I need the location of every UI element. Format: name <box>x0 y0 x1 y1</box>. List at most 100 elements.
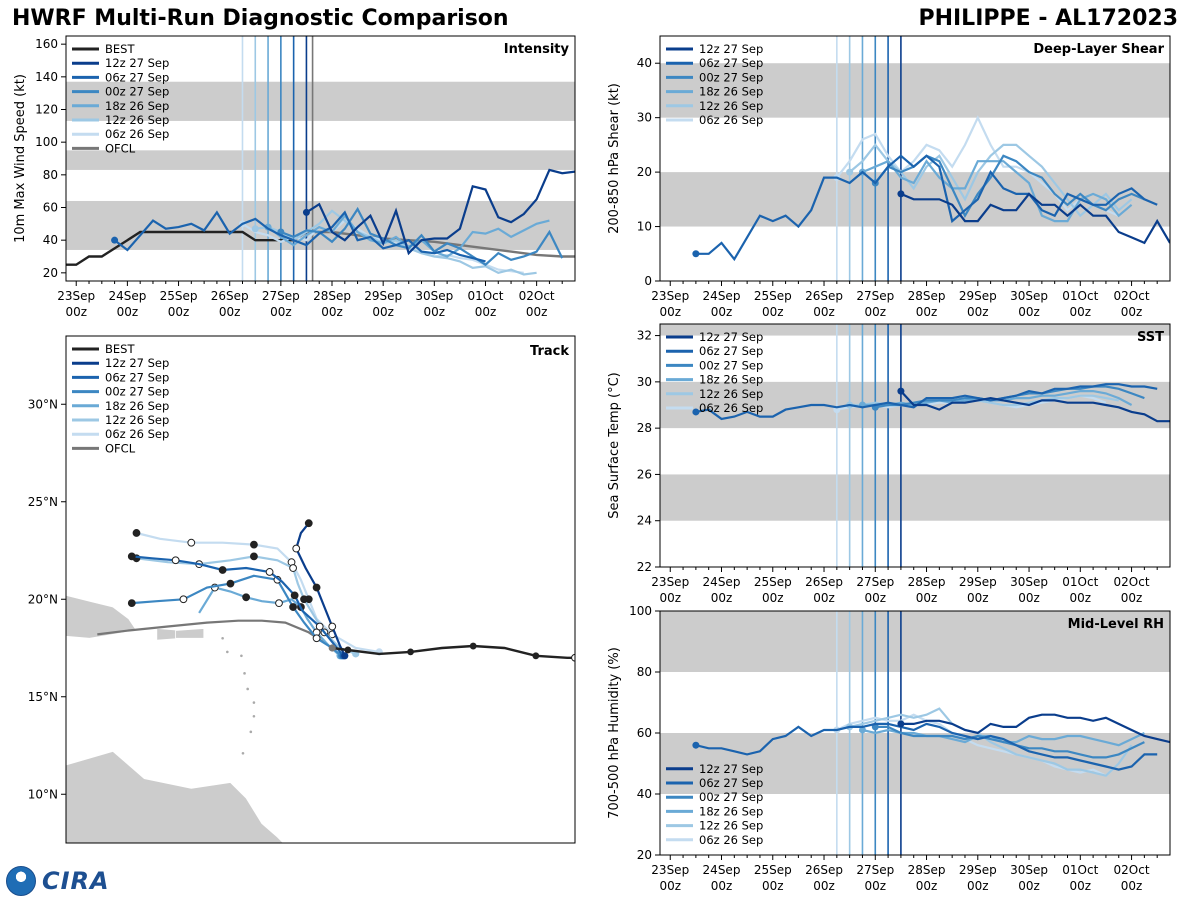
y-tick-label: 140 <box>35 70 58 84</box>
x-tick-label-hour: 00z <box>424 305 446 319</box>
x-tick-label: 30Sep <box>415 289 453 303</box>
lat-tick-label: 25°N <box>28 495 58 509</box>
legend-label: 00z 27 Sep <box>105 385 169 399</box>
legend-label: 06z 26 Sep <box>699 113 763 127</box>
legend-label: 06z 26 Sep <box>105 427 169 441</box>
legend-label: 06z 27 Sep <box>105 370 169 384</box>
x-tick-label-hour: 00z <box>372 305 394 319</box>
track-position-marker <box>218 566 227 574</box>
legend-label: 06z 26 Sep <box>699 401 763 415</box>
x-tick-label: 02Oct <box>1114 575 1150 589</box>
x-tick-label: 26Sep <box>805 575 843 589</box>
best-track-line <box>332 644 575 659</box>
island <box>226 650 229 654</box>
x-tick-label-hour: 00z <box>1070 591 1092 605</box>
x-tick-label-hour: 00z <box>967 305 989 319</box>
legend-label: 00z 27 Sep <box>105 85 169 99</box>
x-tick-label-hour: 00z <box>117 305 139 319</box>
x-tick-label-hour: 00z <box>762 591 784 605</box>
series-line-06z-27-sep <box>695 383 1158 421</box>
series-start-marker <box>302 208 310 216</box>
y-tick-label: 30 <box>637 375 652 389</box>
x-tick-label-hour: 00z <box>916 591 938 605</box>
x-tick-label-hour: 00z <box>321 305 343 319</box>
threshold-band <box>660 611 1170 672</box>
x-tick-label-hour: 00z <box>1070 879 1092 893</box>
x-tick-label: 27Sep <box>856 863 894 877</box>
series-start-marker <box>897 720 905 728</box>
x-tick-label: 26Sep <box>805 289 843 303</box>
legend-label: 18z 26 Sep <box>699 373 763 387</box>
track-position-marker <box>312 583 321 592</box>
y-tick-label: 80 <box>43 168 58 182</box>
series-line-06z-27-sep <box>113 210 486 263</box>
island <box>241 752 245 755</box>
panel-title: Deep-Layer Shear <box>1033 42 1164 57</box>
land-mass <box>175 628 205 639</box>
x-tick-label: 28Sep <box>908 289 946 303</box>
best-track-marker <box>532 652 540 660</box>
title-left: HWRF Multi-Run Diagnostic Comparison <box>12 6 509 31</box>
track-position-marker <box>127 552 136 561</box>
island <box>246 687 249 691</box>
y-tick-label: 100 <box>35 135 58 149</box>
legend-label: 12z 27 Sep <box>105 56 169 70</box>
title-right: PHILIPPE - AL172023 <box>918 6 1178 31</box>
x-tick-label-hour: 00z <box>864 591 886 605</box>
y-tick-label: 80 <box>637 665 652 679</box>
series-start-marker <box>692 741 700 749</box>
y-axis-label: 200-850 hPa Shear (kt) <box>607 83 622 234</box>
track-position-marker <box>171 556 180 565</box>
x-tick-label-hour: 00z <box>916 305 938 319</box>
x-tick-label-hour: 00z <box>711 879 733 893</box>
x-tick-label: 28Sep <box>908 863 946 877</box>
y-tick-label: 24 <box>637 514 652 528</box>
track-position-marker <box>187 538 196 547</box>
track-position-marker <box>127 599 136 608</box>
track-position-marker <box>179 595 188 604</box>
x-tick-label-hour: 00z <box>1121 879 1143 893</box>
panel-title: Mid-Level RH <box>1068 617 1164 632</box>
x-tick-label-hour: 00z <box>916 879 938 893</box>
series-line-06z-26-sep <box>835 115 1120 217</box>
map-content <box>66 519 575 843</box>
series-line-00z-27-sep <box>875 725 1145 759</box>
y-axis-label: Sea Surface Temp (°C) <box>607 372 622 519</box>
legend-label: 06z 27 Sep <box>699 776 763 790</box>
x-tick-label: 26Sep <box>805 863 843 877</box>
x-tick-label-hour: 00z <box>270 305 292 319</box>
panel-title: SST <box>1137 330 1164 345</box>
x-tick-label: 29Sep <box>959 863 997 877</box>
track-position-marker <box>265 568 274 576</box>
series-line-06z-27-sep <box>695 154 1158 262</box>
x-tick-label-hour: 00z <box>1018 879 1040 893</box>
series-start-marker <box>897 387 905 395</box>
x-tick-label: 02Oct <box>1114 863 1150 877</box>
x-tick-label: 28Sep <box>908 575 946 589</box>
x-tick-label-hour: 00z <box>1070 305 1092 319</box>
series-start-marker <box>111 236 119 244</box>
x-tick-label: 24Sep <box>703 863 741 877</box>
legend-label: 18z 26 Sep <box>105 399 169 413</box>
island <box>252 714 256 718</box>
axes-frame <box>65 35 576 282</box>
y-tick-label: 30 <box>637 111 652 125</box>
series-line-06z-27-sep <box>695 722 1158 771</box>
series-line-00z-27-sep <box>280 206 564 267</box>
lat-tick-label: 15°N <box>28 690 58 704</box>
legend-label: OFCL <box>105 141 136 155</box>
series-line-18z-26-sep <box>267 213 550 258</box>
track-line-00z-27-sep <box>131 574 343 657</box>
ofcl-track-line <box>97 619 333 649</box>
y-tick-label: 10 <box>637 220 652 234</box>
track-position-marker <box>304 519 313 528</box>
cira-logo: CIRA <box>6 866 110 896</box>
track-position-marker <box>292 544 301 553</box>
series-line-12z-27-sep <box>305 168 575 256</box>
series-line-12z-26-sep <box>849 707 1133 777</box>
series-line-12z-27-sep <box>900 192 1170 245</box>
legend-label: 18z 26 Sep <box>699 85 763 99</box>
track-position-marker <box>289 564 297 572</box>
